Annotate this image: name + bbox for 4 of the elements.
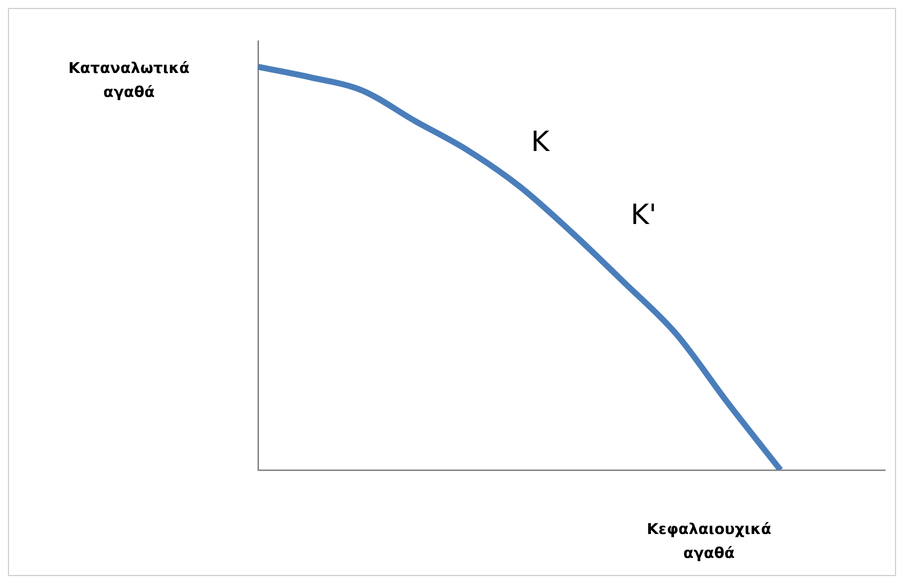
annotation: K' (630, 198, 657, 232)
x-axis-title: Κεφαλαιουχικά αγαθά (646, 520, 772, 562)
y-axis-title: Καταναλωτικά αγαθά (68, 58, 190, 101)
annotation: K (530, 125, 550, 158)
